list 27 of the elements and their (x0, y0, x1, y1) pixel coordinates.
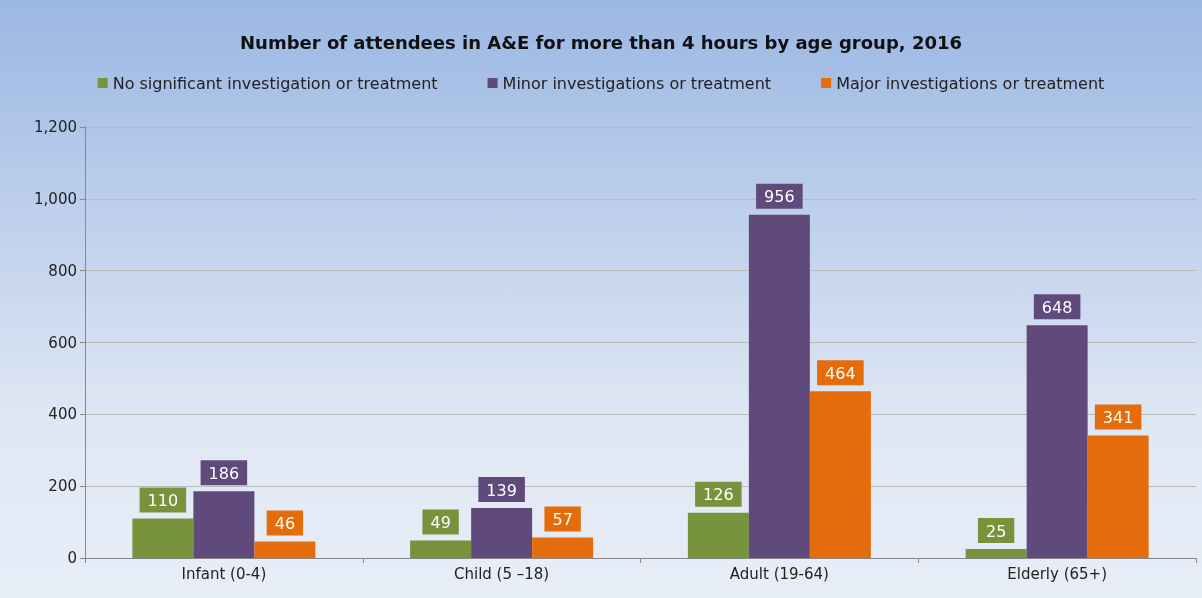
data-label: 956 (764, 187, 795, 207)
x-tick-label: Infant (0-4) (181, 564, 267, 583)
data-label: 139 (486, 480, 517, 500)
chart-title: Number of attendees in A&E for more than 4 hours by age group, 2016 (240, 31, 962, 53)
data-label: 57 (552, 510, 573, 530)
data-label: 341 (1102, 408, 1134, 428)
data-label: 648 (1041, 297, 1073, 317)
y-tick-label: 1,000 (34, 189, 77, 208)
data-label: 464 (825, 363, 856, 383)
data-label: 49 (430, 512, 451, 532)
x-tick-label: Adult (19-64) (729, 564, 829, 583)
y-tick-label: 800 (48, 261, 77, 280)
y-tick-label: 200 (48, 477, 77, 496)
y-tick-label: 600 (48, 333, 77, 352)
data-label: 186 (208, 463, 240, 483)
legend-label: Major investigations or treatment (836, 73, 1105, 93)
x-tick-label: Elderly (65+) (1007, 564, 1107, 583)
y-tick-label: 0 (67, 549, 77, 567)
y-tick-label: 1,200 (34, 118, 77, 136)
legend-label: Minor investigations or treatment (502, 73, 772, 93)
data-label: 126 (703, 485, 734, 505)
x-tick-label: Child (5 –18) (454, 564, 550, 583)
data-label: 110 (147, 490, 179, 510)
data-label: 46 (274, 513, 296, 533)
legend-label: No significant investigation or treatment (112, 73, 438, 93)
data-label: 25 (985, 521, 1007, 541)
y-tick-label: 400 (48, 405, 77, 424)
